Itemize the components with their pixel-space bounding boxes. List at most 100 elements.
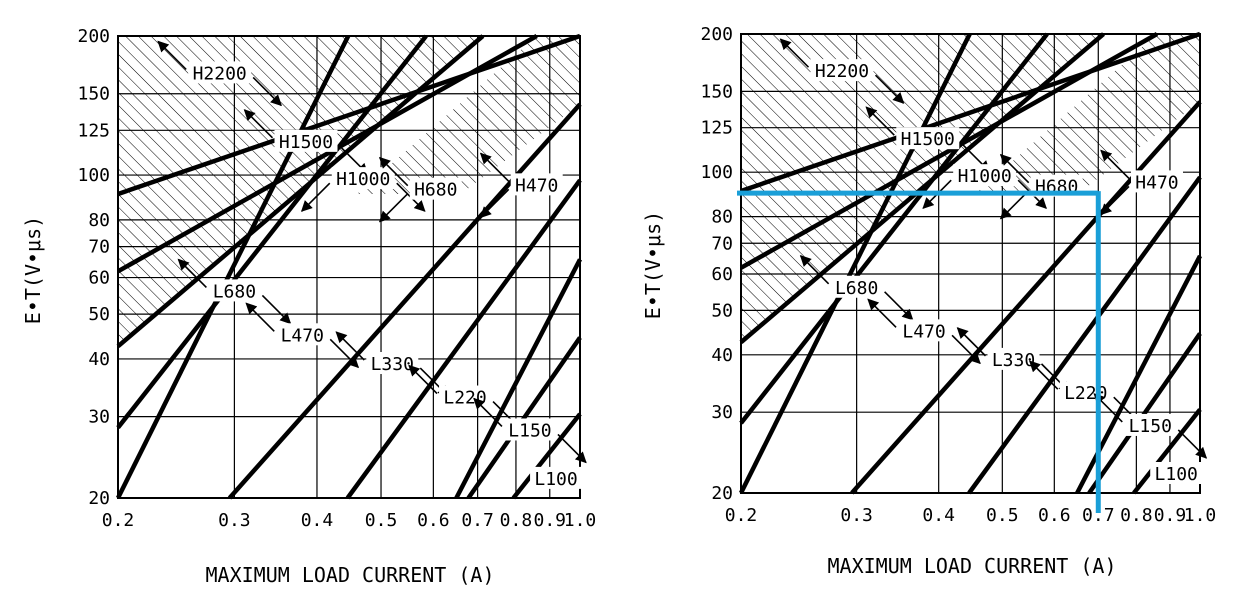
chart-right: MAXIMUM LOAD CURRENT (A) E•T(V•μs) 0.2 0.…	[641, 24, 1216, 578]
region-label: H470	[1135, 172, 1178, 193]
region-arrow	[329, 338, 360, 369]
boundary-line	[1132, 408, 1202, 495]
boundary-line	[466, 336, 582, 500]
region-label: L680	[835, 278, 878, 299]
region-arrow	[335, 331, 365, 361]
x-tick-label: 0.4	[922, 505, 955, 526]
region-arrow	[1100, 185, 1130, 216]
region-label-bg	[208, 279, 261, 302]
region-arrow	[261, 294, 292, 325]
chart-left: MAXIMUM LOAD CURRENT (A) E•T(V•μs) 0.2 0.…	[21, 26, 596, 587]
region-label: L470	[281, 325, 324, 346]
boundary-line	[117, 33, 581, 197]
region-label-bg	[188, 61, 252, 84]
y-axis-title: E•T(V•μs)	[21, 216, 45, 324]
region-label-bg	[510, 173, 563, 196]
boundary-line	[511, 412, 582, 500]
region-label-bg	[274, 129, 338, 152]
boundary-line	[738, 32, 972, 495]
boundary-line	[967, 175, 1202, 495]
y-tick-label: 60	[88, 268, 110, 289]
y-tick-label: 70	[88, 237, 110, 258]
region-arrow	[557, 433, 587, 464]
region-label: L680	[213, 281, 256, 302]
y-tick-label: 30	[88, 407, 110, 428]
region-arrow	[408, 364, 438, 395]
region-arrow	[1028, 360, 1059, 390]
region-label-bg	[1130, 170, 1183, 193]
region-arrow	[951, 334, 981, 365]
hatched-region	[978, 34, 1200, 191]
region-label-bg	[987, 347, 1040, 370]
region-label-bg	[810, 59, 874, 82]
region-arrow	[865, 106, 895, 136]
boundary-line	[227, 102, 582, 500]
y-tick-label: 200	[700, 24, 733, 45]
boundary-line	[454, 258, 582, 500]
region-label: H2200	[815, 61, 869, 82]
x-tick-label: 0.7	[461, 510, 494, 531]
x-tick-label: 0.6	[1038, 505, 1071, 526]
region-label: L330	[992, 350, 1035, 371]
y-tick-label: 100	[700, 162, 733, 183]
region-label: L100	[1155, 464, 1198, 485]
y-tick-label: 40	[711, 345, 733, 366]
region-label-bg	[953, 164, 1017, 187]
region-arrow	[252, 76, 282, 107]
boundary-line	[740, 31, 1201, 194]
region-label: L150	[508, 420, 551, 441]
y-tick-label: 125	[700, 118, 733, 139]
region-arrow	[479, 188, 510, 219]
x-tick-label: 0.5	[365, 510, 398, 531]
region-arrow	[779, 38, 810, 68]
region-label-bg	[530, 466, 583, 489]
x-tick-label: 0.3	[218, 510, 251, 531]
hatched-region	[357, 36, 580, 194]
region-arrow	[1177, 429, 1208, 459]
unhatched-gap	[938, 190, 979, 292]
unhatched-gap	[316, 193, 358, 296]
region-label: H1500	[279, 132, 333, 153]
region-label-bg	[276, 323, 329, 346]
x-tick-label: 0.8	[1120, 505, 1153, 526]
boundary-line	[345, 178, 582, 500]
x-tick-label: 0.6	[417, 510, 450, 531]
region-arrow	[956, 327, 987, 357]
region-arrow	[874, 74, 905, 104]
region-arrow	[243, 109, 274, 139]
x-tick-label: 0.2	[102, 510, 135, 531]
region-label-bg	[1124, 413, 1177, 436]
region-label: L330	[371, 354, 414, 375]
y-tick-label: 50	[88, 304, 110, 325]
region-arrow	[473, 397, 503, 428]
x-tick-label: 0.2	[725, 505, 758, 526]
x-tick-label: 0.8	[500, 510, 533, 531]
region-arrow	[1100, 149, 1130, 179]
x-tick-label: 0.7	[1082, 505, 1115, 526]
region-arrow	[378, 193, 409, 223]
y-tick-label: 20	[711, 483, 733, 504]
y-tick-label: 150	[700, 81, 733, 102]
region-label: H1000	[336, 169, 390, 190]
x-tick-label: 0.9	[533, 510, 566, 531]
y-tick-label: 150	[77, 84, 110, 105]
region-arrow	[479, 152, 510, 182]
x-tick-label: 1.0	[1184, 505, 1217, 526]
y-axis-title: E•T(V•μs)	[641, 211, 665, 319]
region-label: H680	[414, 180, 457, 201]
region-arrow	[999, 153, 1030, 184]
boundary-line	[1087, 332, 1202, 495]
region-label-bg	[830, 275, 883, 298]
x-axis-title: MAXIMUM LOAD CURRENT (A)	[206, 563, 495, 587]
y-tick-label: 80	[88, 210, 110, 231]
region-label-bg	[409, 177, 462, 200]
region-arrow	[177, 258, 207, 288]
y-tick-label: 50	[711, 300, 733, 321]
region-label: L470	[902, 321, 945, 342]
y-tick-label: 40	[88, 349, 110, 370]
y-tick-label: 200	[77, 26, 110, 47]
y-tick-label: 70	[711, 233, 733, 254]
y-tick-label: 80	[711, 207, 733, 228]
region-arrow	[884, 291, 914, 321]
